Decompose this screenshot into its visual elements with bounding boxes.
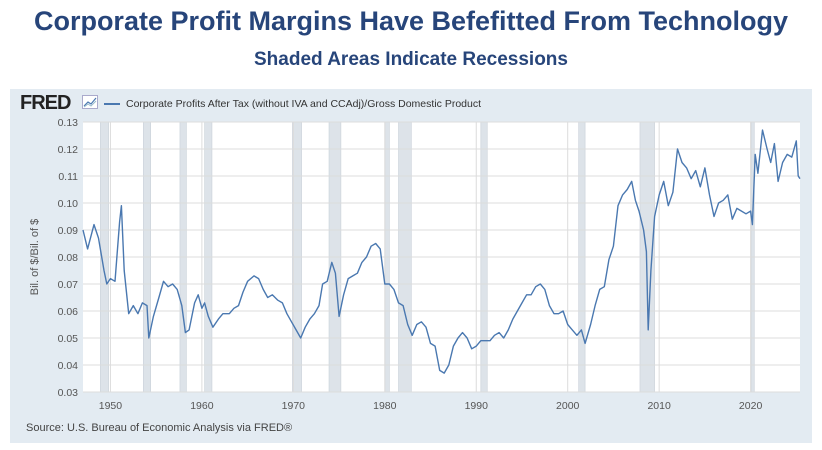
- legend: Corporate Profits After Tax (without IVA…: [104, 98, 481, 110]
- x-tick-label: 2020: [739, 400, 763, 412]
- y-tick-label: 0.10: [58, 198, 79, 210]
- page-title: Corporate Profit Margins Have Befefitted…: [33, 6, 789, 36]
- y-tick-label: 0.12: [58, 144, 79, 156]
- y-tick-label: 0.03: [58, 387, 79, 399]
- line-chart-icon: [82, 95, 98, 109]
- x-tick-label: 1950: [99, 400, 123, 412]
- fred-logo: FRED: [20, 92, 71, 114]
- series-line: [82, 129, 801, 374]
- x-tick-label: 1980: [373, 400, 397, 412]
- y-tick-label: 0.06: [58, 306, 79, 318]
- legend-swatch: [104, 103, 120, 105]
- x-tick-label: 1960: [190, 400, 214, 412]
- y-tick-label: 0.13: [58, 117, 79, 129]
- source-note: Source: U.S. Bureau of Economic Analysis…: [26, 422, 293, 434]
- y-tick-label: 0.05: [58, 333, 79, 345]
- page-subtitle: Shaded Areas Indicate Recessions: [254, 49, 568, 70]
- y-axis-label: Bil. of $/Bil. of $: [29, 219, 41, 295]
- y-tick-label: 0.04: [58, 360, 79, 372]
- x-tick-label: 1970: [282, 400, 306, 412]
- x-tick-label: 2010: [647, 400, 671, 412]
- y-tick-label: 0.11: [58, 171, 78, 183]
- legend-label: Corporate Profits After Tax (without IVA…: [126, 98, 482, 110]
- y-tick-label: 0.09: [58, 225, 79, 237]
- y-tick-label: 0.07: [58, 279, 79, 291]
- x-tick-label: 1990: [465, 400, 489, 412]
- y-tick-label: 0.08: [58, 252, 79, 264]
- x-tick-label: 2000: [556, 400, 580, 412]
